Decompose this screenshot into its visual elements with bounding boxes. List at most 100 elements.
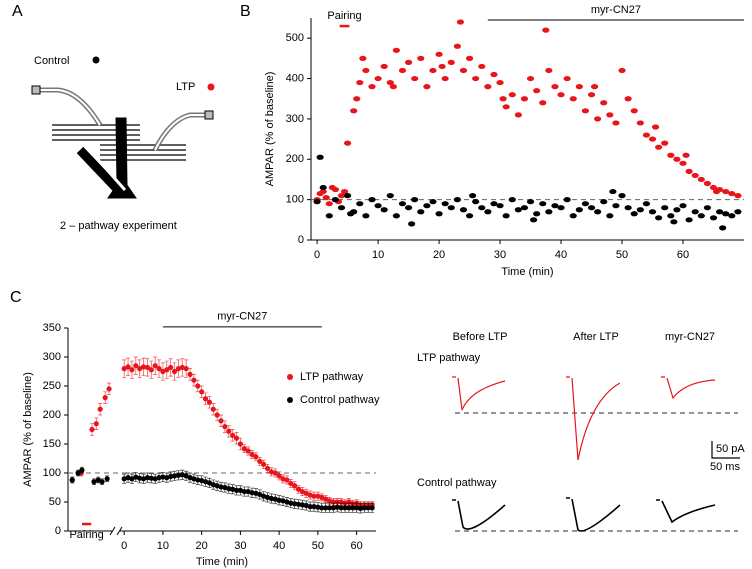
annotation-label: Pairing [69,529,103,541]
data-point [97,406,103,412]
y-tick-label: 250 [43,380,61,392]
x-tick-label: 0 [121,540,127,552]
x-tick-label: 40 [273,540,285,552]
data-point [241,488,247,495]
data-point [465,213,474,219]
data-point [195,383,201,389]
data-point [315,504,321,510]
data-point [392,47,400,53]
axis-break [113,526,120,536]
data-point [137,366,143,372]
data-point [380,63,388,70]
data-point [520,205,529,211]
data-point [673,207,681,213]
data-point [447,205,455,211]
data-point [429,199,437,205]
data-point [624,205,632,211]
data-point [569,96,577,102]
data-point [563,75,571,82]
control-dot [92,56,100,64]
data-point [144,475,151,481]
data-point [453,197,461,203]
data-point [307,504,313,510]
data-point [609,188,617,195]
data-point [581,201,590,207]
data-point [514,112,522,118]
data-point [319,505,325,511]
data-point [303,490,309,496]
x-tick-label: 10 [157,540,169,552]
data-point [508,197,516,203]
data-point [199,389,205,395]
data-point [679,203,687,209]
data-point [144,364,151,371]
data-point [226,428,232,434]
data-point [95,477,101,483]
data-point [187,371,193,377]
y-tick-label: 100 [43,467,61,479]
trace-column: Before LTP [453,331,508,343]
y-tick-label: 300 [43,351,61,363]
panel-label: B [240,3,251,20]
data-point [514,207,522,213]
x-tick-label: 60 [677,249,689,261]
y-tick-label: 500 [286,32,304,44]
data-point [183,366,189,372]
scale-x: 50 ms [710,461,740,473]
data-point [322,195,330,201]
data-point [323,505,329,511]
data-point [171,368,178,375]
data-point [682,152,690,158]
data-point [316,154,324,160]
scale-y: 50 pA [716,443,745,455]
y-tick-label: 0 [55,525,61,537]
data-point [328,184,336,191]
data-point [160,474,166,480]
y-tick-label: 400 [286,72,304,84]
data-point [551,203,559,209]
data-point [369,505,375,511]
data-point [362,67,370,74]
data-point [386,193,394,199]
data-point [230,432,236,438]
panel-label: C [10,289,22,306]
data-point [299,502,305,508]
data-point [264,465,271,471]
data-point [590,84,599,90]
data-point [722,188,730,195]
data-point [404,59,413,65]
data-point [330,505,336,511]
y-tick-label: 100 [286,194,304,206]
trace-row: Control pathway [417,477,497,489]
data-point [435,211,443,217]
data-point [716,209,724,215]
data-point [356,79,364,86]
data-point [164,367,170,373]
data-point [661,205,669,211]
data-point [75,470,81,476]
data-point [272,470,278,476]
data-point [257,491,263,498]
data-point [575,207,583,213]
ltp-label: LTP [176,81,195,93]
data-point [539,201,547,207]
data-point [417,55,425,61]
data-point [636,120,644,126]
data-point [331,197,339,203]
data-point [380,207,388,213]
data-point [171,473,178,479]
data-point [183,473,189,479]
data-point [313,199,321,205]
data-point [636,207,644,213]
data-point [456,19,465,25]
data-point [490,201,498,207]
ltp-dot [207,83,215,91]
control-label: Control [34,55,69,67]
data-point [354,505,360,511]
x-axis-title: Time (min) [501,266,553,278]
data-point [411,75,419,82]
data-point [398,201,407,207]
y-tick-label: 200 [43,409,61,421]
